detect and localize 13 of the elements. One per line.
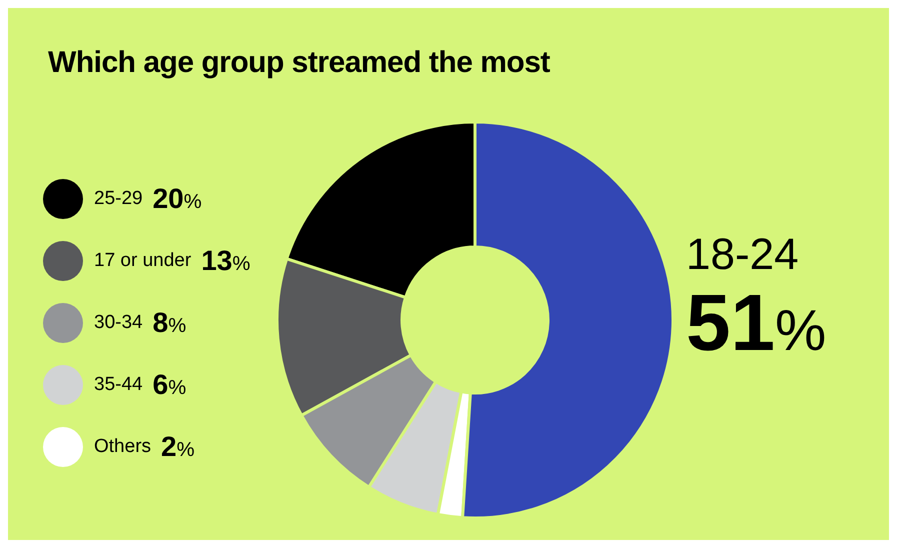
slice-label: 18-24 — [686, 230, 800, 279]
data-label: 20% — [152, 183, 202, 214]
chart-title: Which age group streamed the most — [48, 46, 550, 80]
data-label: 2% — [161, 431, 195, 462]
legend-label: 35-44 — [94, 374, 143, 396]
legend-label: 17 or under — [94, 250, 192, 272]
legend-label: 30-34 — [94, 312, 143, 334]
data-label: 8% — [152, 307, 186, 338]
data-label: 6% — [152, 369, 186, 400]
legend-label: 25-29 — [94, 188, 143, 210]
legend-label: Others — [94, 436, 152, 458]
data-label: 51% — [686, 278, 826, 367]
data-label: 13% — [201, 245, 250, 276]
